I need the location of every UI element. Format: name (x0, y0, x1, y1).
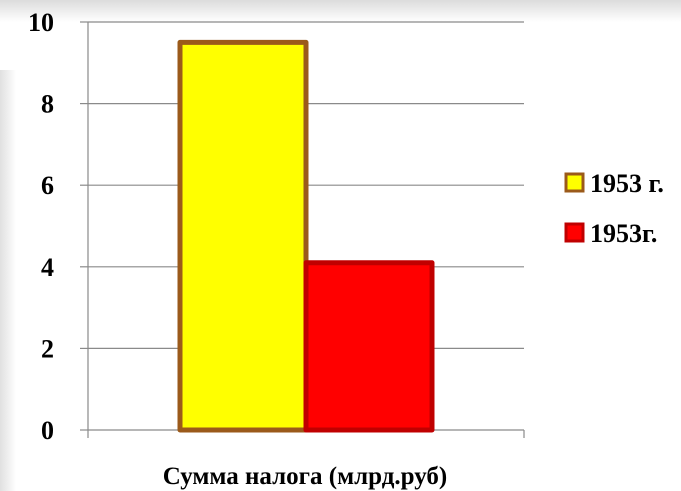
y-tick-label: 0 (41, 416, 54, 445)
bars (177, 39, 435, 433)
legend-label-2: 1953г. (590, 219, 657, 248)
legend-swatch-2 (564, 222, 585, 243)
left-shading (0, 70, 16, 491)
legend-label-1: 1953 г. (590, 169, 664, 198)
y-tick-label: 8 (41, 90, 54, 119)
top-shading (0, 0, 681, 22)
bar-series-2 (303, 260, 435, 433)
x-axis-label: Сумма налога (млрд.руб) (163, 463, 447, 490)
legend: 1953 г. 1953г. (564, 169, 664, 248)
legend-swatch-1 (564, 172, 585, 193)
bar-series-1 (177, 39, 309, 433)
y-tick-labels: 0 2 4 6 8 10 (28, 8, 54, 445)
y-tick-label: 10 (28, 8, 54, 37)
y-tick-label: 2 (41, 334, 54, 363)
y-tick-label: 4 (41, 253, 54, 282)
y-tick-label: 6 (41, 171, 54, 200)
